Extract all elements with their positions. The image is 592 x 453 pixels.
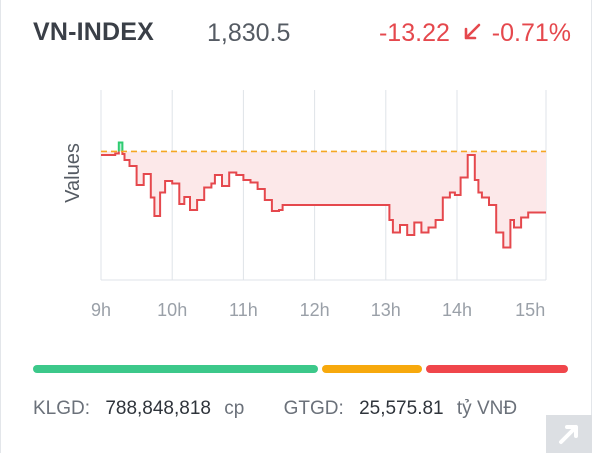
intraday-chart[interactable]: 9h 10h 11h 12h 13h 14h 15h Values xyxy=(1,70,592,340)
gtgd-value: 25,575.81 xyxy=(359,398,444,419)
expand-button[interactable] xyxy=(546,415,592,453)
breadth-segment-unchanged xyxy=(322,365,422,373)
breadth-segment-declining xyxy=(426,365,568,373)
index-name[interactable]: VN-INDEX xyxy=(33,18,155,46)
x-tick-label: 12h xyxy=(300,300,330,320)
price-line xyxy=(101,151,546,249)
klgd-unit: cp xyxy=(224,398,245,419)
klgd-label: KLGD: xyxy=(33,398,91,419)
index-header: VN-INDEX 1,830.5 -13.22 -0.71% xyxy=(33,14,571,54)
gtgd-label: GTGD: xyxy=(283,398,344,419)
trading-summary: KLGD: 788,848,818 cp GTGD: 25,575.81 tỷ … xyxy=(33,398,571,420)
index-change: -13.22 -0.71% xyxy=(379,19,571,48)
x-tick-label: 15h xyxy=(515,300,545,320)
breadth-segment-advancing xyxy=(33,365,318,373)
expand-arrow-icon xyxy=(559,425,578,444)
klgd-value: 788,848,818 xyxy=(105,398,211,419)
change-value: -13.22 xyxy=(378,19,450,47)
x-tick-label: 10h xyxy=(157,300,187,320)
below-reference-fill xyxy=(101,151,546,248)
change-percent: -0.71% xyxy=(491,19,571,47)
x-tick-label: 13h xyxy=(371,300,401,320)
x-tick-label: 11h xyxy=(229,300,258,320)
x-tick-label: 9h xyxy=(91,300,111,320)
arrow-down-left-icon xyxy=(464,23,481,40)
gtgd-unit: tỷ VNĐ xyxy=(456,398,518,419)
index-value: 1,830.5 xyxy=(207,19,291,47)
y-axis-label: Values xyxy=(62,143,84,203)
x-tick-label: 14h xyxy=(442,300,472,320)
